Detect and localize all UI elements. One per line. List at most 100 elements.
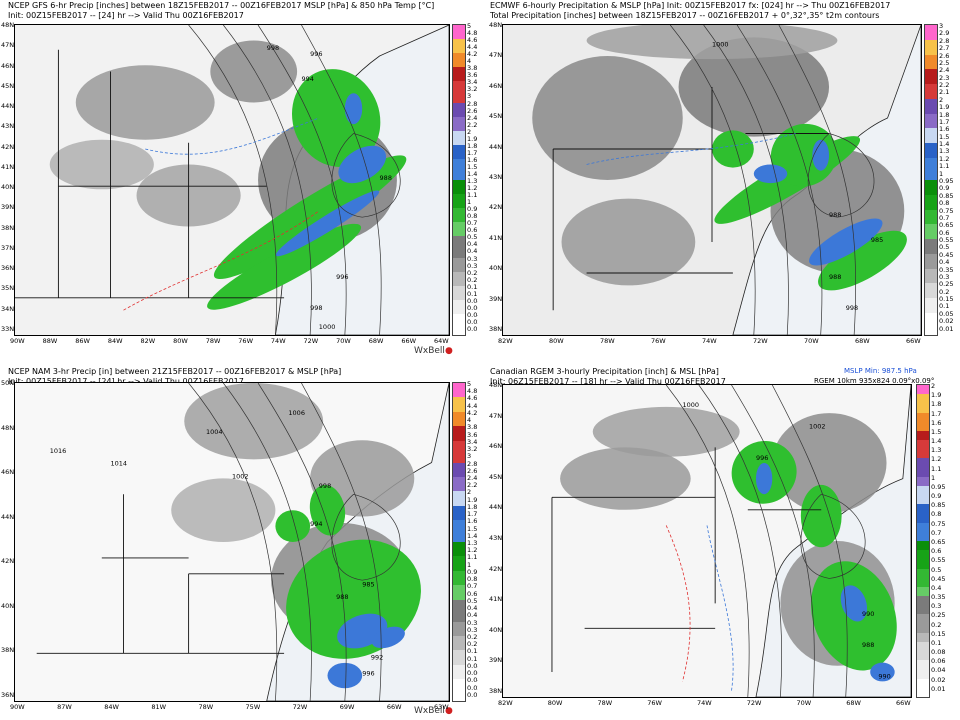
colorbar-swatch <box>453 95 465 103</box>
latitude-label: 37N <box>1 243 15 252</box>
colorbar-tick-label: 0.7 <box>467 582 478 591</box>
colorbar-swatch <box>453 448 465 456</box>
colorbar-swatch <box>917 641 929 652</box>
colorbar-swatch <box>453 229 465 237</box>
temperature-contour <box>707 525 733 690</box>
colorbar-tick-label: 0.9 <box>939 184 950 193</box>
colorbar-swatch <box>917 467 929 478</box>
colorbar-swatch <box>925 54 937 63</box>
colorbar-tick-label: 0.45 <box>467 240 478 249</box>
colorbar-swatch <box>925 106 937 115</box>
isobar-label: 994 <box>301 75 313 83</box>
longitude-label: 72W <box>292 703 308 711</box>
colorbar-tick-label: 0.02 <box>931 675 946 684</box>
colorbar-tick-label: 4.8 <box>467 29 478 38</box>
colorbar-tick-label: 2.8 <box>939 36 950 45</box>
colorbar-tick-label: 0.35 <box>467 254 478 263</box>
latitude-label: 38N <box>489 325 503 333</box>
colorbar-swatch <box>453 299 465 308</box>
colorbar-tick-label: 2.2 <box>467 481 478 490</box>
colorbar-tick-label: 0.3 <box>931 602 942 611</box>
precip-moderate-area <box>275 510 311 542</box>
colorbar-tick-label: 0.85 <box>939 191 954 200</box>
isobar-label: 998 <box>310 304 322 312</box>
colorbar-swatch <box>917 596 929 606</box>
precip-light-area <box>75 65 215 140</box>
precip-heavy-area <box>327 662 363 689</box>
colorbar-swatch <box>453 607 465 615</box>
colorbar-tick-label: 3.4 <box>467 437 478 446</box>
isobar-line <box>332 494 400 580</box>
colorbar-swatch <box>453 657 465 666</box>
precip-light-area <box>210 40 298 103</box>
colorbar-tick-label: 0.45 <box>939 250 954 259</box>
colorbar-swatch <box>453 313 465 322</box>
colorbar-tick-label: 1.4 <box>467 169 478 178</box>
colorbar-swatch <box>925 69 937 78</box>
colorbar-swatch <box>917 678 929 689</box>
precip-light-area <box>678 37 830 137</box>
latitude-label: 43N <box>1 122 15 131</box>
colorbar-tick-label: 1.2 <box>467 184 478 193</box>
latitude-label: 42N <box>1 142 15 151</box>
longitude-label: 78W <box>597 699 613 707</box>
colorbar-tick-label: 1.3 <box>467 177 478 185</box>
longitude-label: 76W <box>647 699 662 707</box>
colorbar-swatch <box>925 224 937 233</box>
latitude-label: 46N <box>489 81 503 90</box>
colorbar-tick-label: 1.4 <box>931 437 942 446</box>
precip-moderate-area <box>213 155 407 280</box>
isobar-line <box>779 25 856 335</box>
colorbar-tick-label: 3 <box>939 22 944 30</box>
longitude-label: 76W <box>651 337 666 345</box>
colorbar-tick-label: 1.3 <box>939 147 950 156</box>
colorbar-swatch <box>453 491 465 500</box>
colorbar-tick-label: 0.5 <box>939 243 950 252</box>
colorbar-swatch <box>917 559 929 570</box>
colorbar-swatch <box>925 253 937 262</box>
colorbar-swatch <box>453 693 465 702</box>
colorbar-tick-label: 1.3 <box>467 539 478 547</box>
colorbar-swatch <box>925 275 937 284</box>
isobar-line <box>189 25 277 335</box>
colorbar-tick-label: 0.55 <box>931 556 946 565</box>
colorbar-swatch <box>453 116 465 125</box>
colorbar-tick-label: 0.3 <box>467 625 478 634</box>
latitude-label: 44N <box>1 102 15 111</box>
precip-heavy-area <box>338 145 387 184</box>
latitude-label: 40N <box>489 264 503 273</box>
isobar-label: 996 <box>336 273 348 281</box>
colorbar-swatch <box>925 47 937 56</box>
colorbar-tick-label: 1.7 <box>939 117 950 126</box>
colorbar-swatch <box>925 76 937 85</box>
latitude-label: 38N <box>1 646 15 655</box>
colorbar-swatch <box>917 504 929 514</box>
colorbar-swatch <box>453 306 465 315</box>
longitude-label: 74W <box>702 337 717 345</box>
colorbar-tick-label: 1 <box>467 198 472 207</box>
latitude-label: 48N <box>1 21 15 29</box>
colorbar-swatch <box>917 623 929 634</box>
longitude-label: 90W <box>10 703 25 711</box>
colorbar-swatch <box>917 687 929 698</box>
latitude-label: 42N <box>1 557 15 566</box>
colorbar-tick-label: 0.25 <box>467 632 478 641</box>
nam-panel: NCEP NAM 3-hr Precip [in] between 21Z15F… <box>0 362 478 720</box>
latitude-label: 41N <box>489 233 503 242</box>
longitude-label: 90W <box>10 337 25 345</box>
colorbar-tick-label: 1.4 <box>467 531 478 540</box>
colorbar-tick-label: 0.06 <box>931 657 946 666</box>
colorbar-swatch <box>925 320 937 329</box>
colorbar-swatch <box>453 599 465 608</box>
colorbar-swatch <box>453 144 465 153</box>
map-canvas: 1016 1014 1004 1006 1002 998 994 988 985 992 996 <box>15 383 449 701</box>
colorbar-tick-label: 3.6 <box>467 430 478 439</box>
colorbar-tick-label: 2.8 <box>467 459 478 468</box>
colorbar-swatch <box>453 498 465 507</box>
colorbar-swatch <box>917 513 929 524</box>
map-canvas: 1000 988 985 988 998 <box>503 25 921 335</box>
colorbar-tick-label: 1.5 <box>467 524 478 533</box>
colorbar-tick-label: 0.08 <box>467 296 478 305</box>
longitude-label: 82W <box>140 337 156 345</box>
colorbar-tick-label: 1.6 <box>467 155 478 164</box>
